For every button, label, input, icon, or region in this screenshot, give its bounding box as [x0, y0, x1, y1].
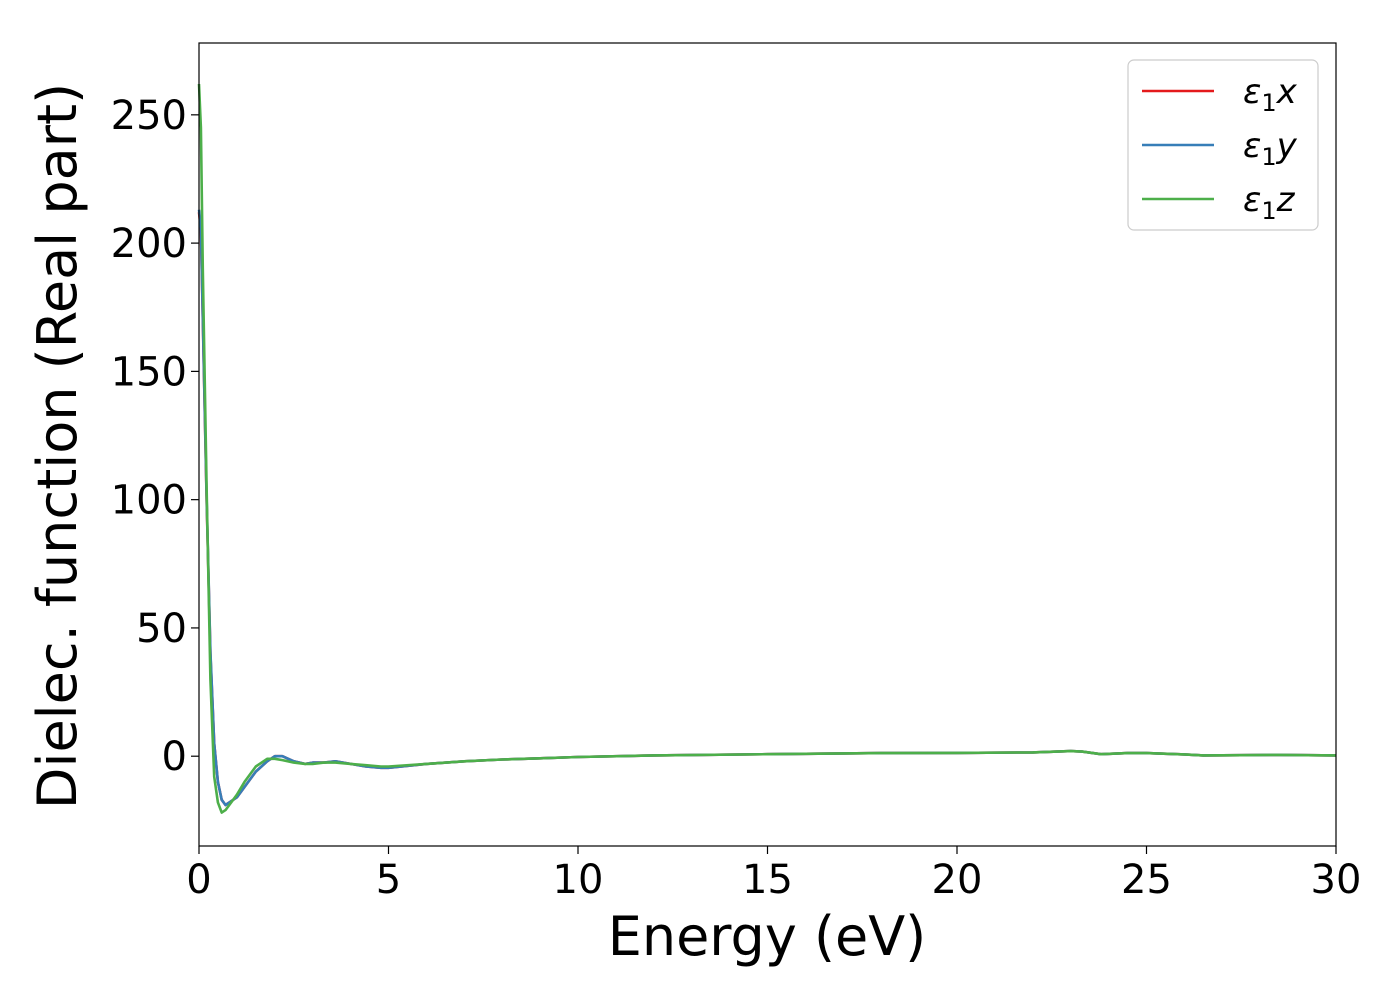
- y-tick-label: 250: [111, 93, 187, 139]
- x-tick-label: 20: [932, 857, 983, 903]
- series-line-1: [197, 212, 1337, 807]
- y-axis-label: Dielec. function (Real part): [26, 83, 89, 809]
- y-tick-label: 150: [111, 349, 187, 395]
- legend-label: ε1x: [1243, 72, 1298, 117]
- legend: ε1x ε1y ε1z: [1127, 59, 1319, 231]
- legend-label: ε1y: [1243, 126, 1298, 171]
- legend-entries: ε1x ε1y ε1z: [1142, 72, 1298, 225]
- y-tick-label: 50: [136, 606, 187, 652]
- legend-label: ε1z: [1243, 180, 1296, 225]
- y-tick-label: 0: [162, 734, 187, 780]
- x-axis-ticks: 0 5 10 15 20 25 30: [186, 846, 1361, 903]
- x-tick-label: 15: [742, 857, 793, 903]
- x-tick-label: 30: [1311, 857, 1362, 903]
- x-tick-label: 0: [186, 857, 211, 903]
- legend-box: [1127, 59, 1319, 231]
- x-tick-label: 5: [376, 857, 401, 903]
- series-line-3: [197, 83, 1337, 814]
- series-line-2: [197, 209, 1337, 807]
- series-layer: [197, 83, 1337, 814]
- y-axis-ticks: 0 50 100 150 200 250: [111, 93, 199, 780]
- x-axis-label: Energy (eV): [608, 905, 927, 968]
- y-tick-label: 100: [111, 478, 187, 524]
- y-tick-label: 200: [111, 221, 187, 267]
- x-tick-label: 25: [1121, 857, 1172, 903]
- x-tick-label: 10: [553, 857, 604, 903]
